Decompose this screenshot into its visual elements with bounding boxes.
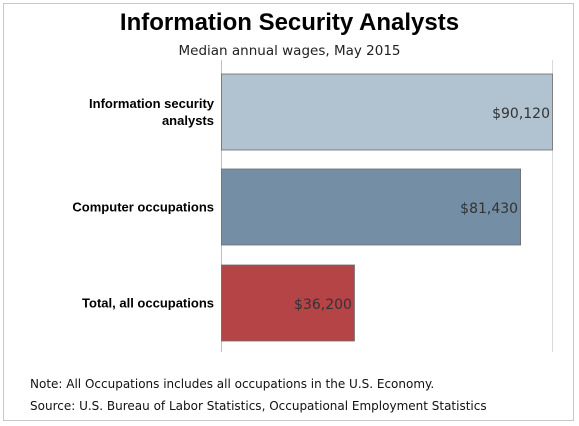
category-label-1: Information security analysts: [89, 96, 215, 128]
chart-title: Information Security Analysts: [119, 9, 460, 36]
chart-source: Source: U.S. Bureau of Labor Statistics,…: [30, 399, 487, 413]
bar-3: [221, 264, 355, 342]
value-label-2: $81,430: [460, 201, 518, 217]
chart-subtitle: Median annual wages, May 2015: [178, 43, 401, 59]
value-label-1: $90,120: [492, 106, 550, 122]
bar-1: [221, 73, 553, 151]
bar-2: [221, 168, 521, 246]
chart-note: Note: All Occupations includes all occup…: [30, 377, 435, 391]
value-label-3: $36,200: [294, 297, 352, 313]
category-label-2: Computer occupations: [72, 200, 214, 215]
category-label-3: Total, all occupations: [82, 296, 214, 311]
